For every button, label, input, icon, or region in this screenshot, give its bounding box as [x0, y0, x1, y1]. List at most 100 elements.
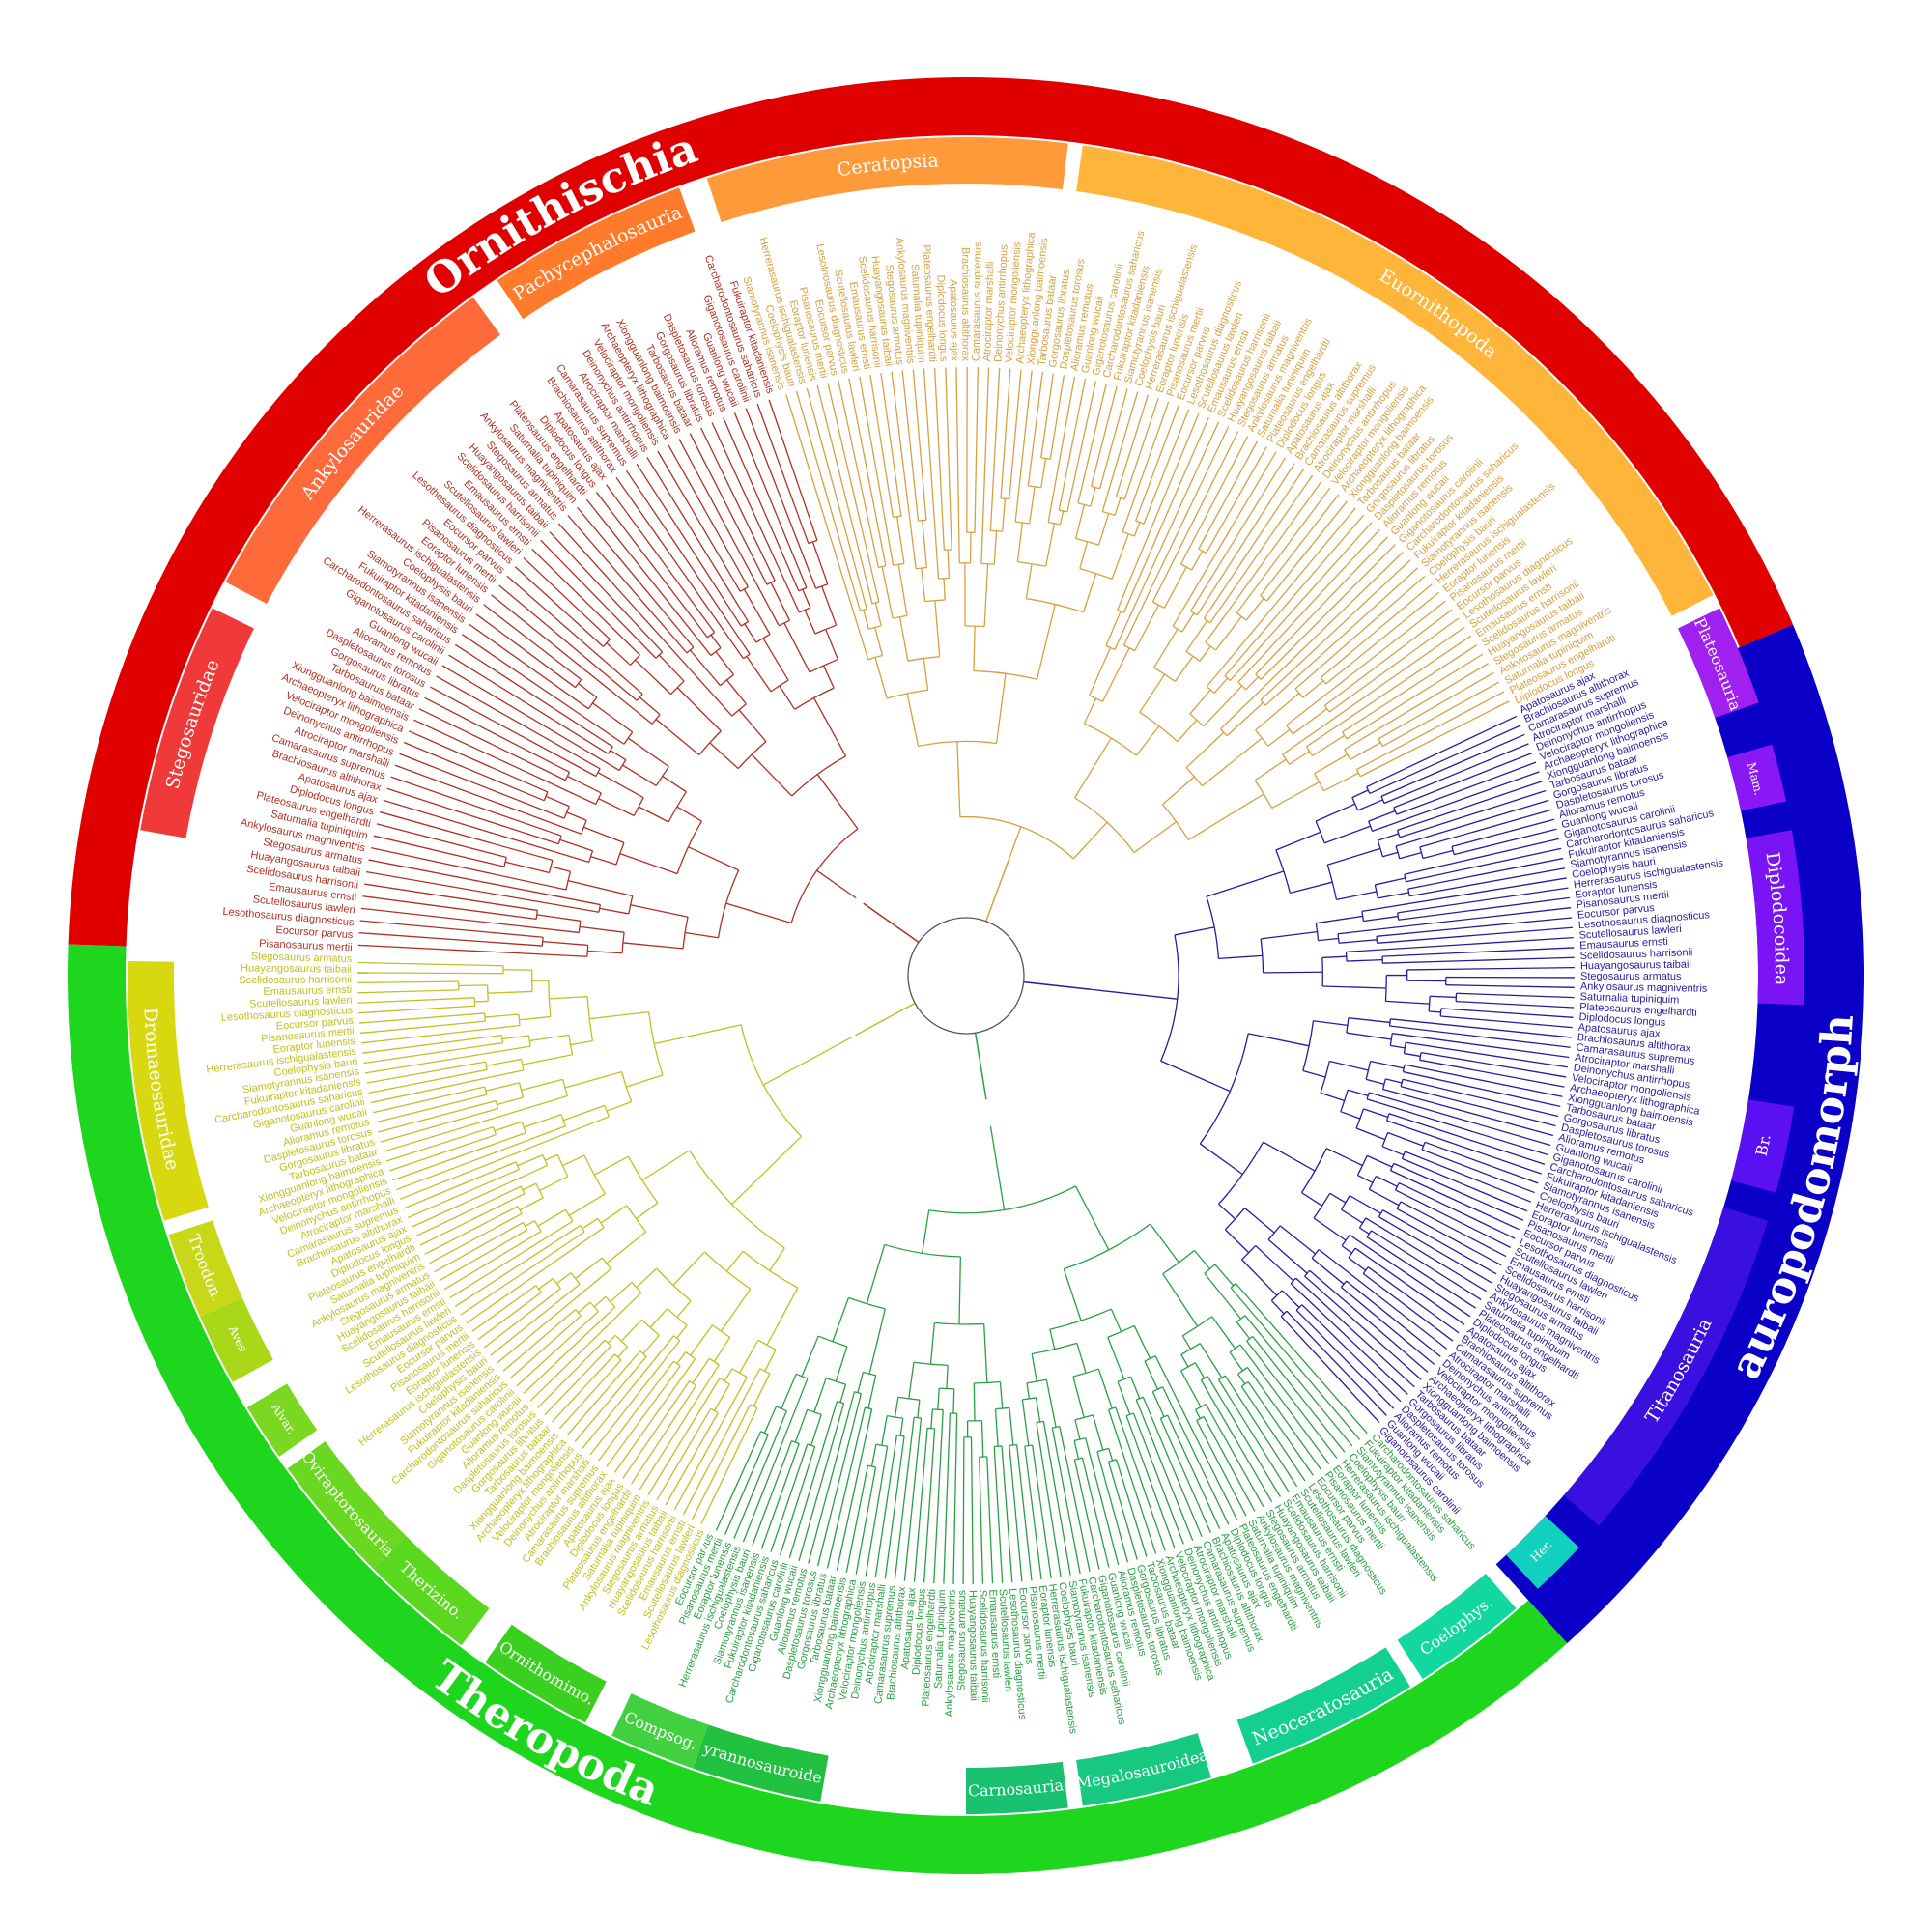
tree-branch: [357, 961, 504, 967]
tree-branch: [357, 944, 587, 957]
tree-branch: [1388, 1113, 1546, 1165]
tree-branch: [1456, 1000, 1575, 1009]
tree-branch: [724, 1434, 769, 1535]
tree-branch: [606, 1365, 681, 1467]
tree-node-arc: [595, 792, 602, 805]
tree-branch: [1377, 926, 1574, 944]
tree-branch: [1340, 1111, 1361, 1120]
tree-branch: [1045, 1379, 1057, 1428]
tree-branch: [1092, 1414, 1104, 1451]
tree-branch: [1132, 1412, 1184, 1545]
tree-branch: [1162, 1273, 1199, 1327]
tree-branch: [908, 1362, 915, 1399]
tree-node-arc: [860, 608, 867, 611]
tree-branch: [1199, 645, 1211, 662]
tree-branch: [692, 1357, 710, 1384]
tree-branch: [836, 1408, 873, 1571]
tree-branch: [630, 904, 689, 918]
tree-node-arc: [1439, 1008, 1442, 1017]
tree-branch: [1202, 737, 1263, 787]
tree-branch: [1091, 988, 1178, 1000]
tree-branch: [460, 1231, 585, 1316]
tree-branch: [1382, 956, 1575, 964]
tree-node-arc: [1122, 530, 1135, 537]
tree-branch: [373, 835, 505, 867]
tree-branch: [497, 1096, 524, 1106]
tree-branch: [1117, 1381, 1131, 1415]
tree-branch: [521, 1078, 563, 1092]
tree-branch: [1196, 463, 1295, 616]
tree-branch: [424, 696, 570, 773]
tree-branch: [598, 798, 635, 817]
tree-branch: [529, 1034, 570, 1042]
tree-branch: [794, 1409, 809, 1443]
inner-clade-band-tyrannosauroidea: [693, 1724, 829, 1802]
tree-branch: [1107, 1462, 1138, 1560]
tree-branch: [802, 588, 811, 609]
tree-branch: [1382, 851, 1399, 858]
tree-branch: [579, 925, 625, 933]
tree-branch: [811, 541, 829, 584]
tree-node-arc: [1241, 1244, 1257, 1261]
tree-branch: [1279, 1225, 1317, 1255]
tree-branch: [1240, 1385, 1306, 1482]
tree-branch: [380, 810, 554, 862]
tree-branch: [566, 1350, 641, 1436]
tree-branch: [1346, 936, 1574, 952]
tree-branch: [1125, 1415, 1176, 1548]
tree-branch: [577, 506, 695, 648]
tree-branch: [1040, 458, 1047, 488]
tree-branch: [536, 914, 581, 922]
inner-clade-band-oviraptorosauria: [287, 1440, 407, 1569]
tree-branch: [1282, 626, 1465, 755]
tree-branch: [368, 859, 601, 906]
clade-rings: [68, 77, 1864, 1875]
taxon-label: Huayangosaurus taibaii: [1580, 959, 1691, 973]
tree-branch: [1293, 708, 1328, 735]
tree-branch: [1196, 1420, 1247, 1517]
inner-clade-band-diplodocoidea: [1746, 830, 1804, 1006]
tree-branch: [1409, 867, 1566, 897]
tree-branch: [1406, 847, 1562, 883]
tree-branch: [1406, 1041, 1568, 1068]
tree-branch: [1211, 1316, 1236, 1350]
tree-branch: [1261, 930, 1318, 940]
tree-branch: [690, 1324, 713, 1356]
tree-branch: [1363, 1108, 1388, 1118]
tree-branch: [1180, 1370, 1202, 1407]
tree-branch: [763, 1406, 778, 1434]
tree-node-arc: [1401, 1151, 1406, 1159]
tree-branch: [921, 568, 926, 602]
tree-branch: [1016, 1444, 1033, 1581]
root-branch: [855, 1002, 916, 1037]
tree-branch: [993, 530, 998, 565]
tree-branch: [1255, 1244, 1294, 1282]
taxon-label: Saturnalia tupiniquim: [1579, 991, 1679, 1007]
tree-branch: [1218, 1379, 1290, 1492]
tree-branch: [917, 1400, 921, 1418]
tree-branch: [1385, 1078, 1403, 1084]
tree-branch: [1198, 440, 1259, 550]
tree-branch: [979, 1457, 984, 1584]
tree-branch: [1122, 426, 1230, 646]
tree-branch: [583, 826, 625, 843]
taxon-label: Emausaurus ernsti: [263, 984, 352, 998]
tree-branch: [1098, 388, 1128, 489]
tree-branch: [955, 367, 960, 563]
tree-branch: [1321, 955, 1347, 959]
tree-node-arc: [1315, 820, 1325, 843]
tree-node-arc: [913, 1361, 949, 1367]
tree-branch: [1207, 1376, 1281, 1497]
tree-branch: [1073, 737, 1112, 799]
tree-branch: [615, 477, 745, 660]
tree-branch: [1181, 1335, 1192, 1350]
tree-branch: [894, 1417, 915, 1580]
tree-branch: [1133, 821, 1177, 854]
tree-branch: [857, 1372, 865, 1393]
tree-branch: [1318, 1248, 1448, 1350]
tree-branch: [1014, 370, 1033, 523]
tree-branch: [1371, 1230, 1482, 1301]
tree-branch: [1393, 1162, 1524, 1221]
tree-branch: [1195, 1409, 1201, 1419]
tree-node-arc: [1346, 1017, 1350, 1034]
